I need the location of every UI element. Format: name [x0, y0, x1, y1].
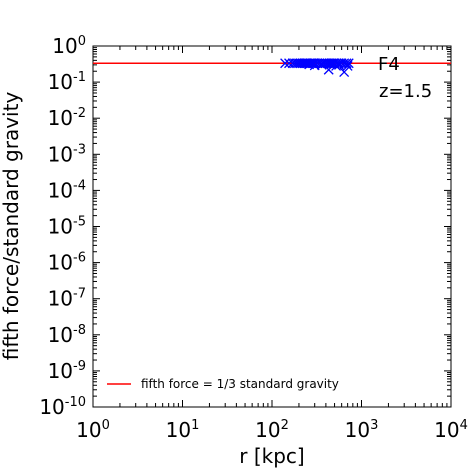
- data-point: [334, 59, 344, 70]
- y-tick-label: 10-6: [48, 251, 86, 275]
- data-point: [339, 67, 350, 77]
- y-tick-label: 10-1: [48, 70, 86, 94]
- y-tick-label: 10-7: [48, 287, 86, 311]
- plot-area: [92, 45, 452, 408]
- data-point: [342, 60, 353, 71]
- data-point: [280, 58, 291, 69]
- data-point: [341, 58, 352, 69]
- x-tick-label: 101: [166, 418, 200, 442]
- data-point: [304, 59, 315, 70]
- y-tick-label: 10-5: [48, 215, 86, 239]
- data-point: [343, 58, 354, 69]
- y-tick-label: 10-9: [48, 359, 86, 383]
- x-tick-label: 103: [345, 418, 379, 442]
- legend: fifth force = 1/3 standard gravity: [107, 377, 339, 391]
- y-tick-label: 10-4: [48, 178, 86, 202]
- data-point: [331, 60, 342, 71]
- data-point: [316, 59, 327, 70]
- data-point: [336, 58, 347, 69]
- annotation-model: F4: [378, 54, 400, 75]
- x-tick-label: 102: [255, 418, 289, 442]
- y-axis-label: fifth force/standard gravity: [0, 92, 23, 361]
- legend-entry-label: fifth force = 1/3 standard gravity: [141, 377, 339, 391]
- annotation-redshift: z=1.5: [379, 81, 432, 102]
- y-tick-label: 10-2: [48, 106, 86, 130]
- x-tick-label: 104: [434, 418, 468, 442]
- y-tick-label: 10-3: [48, 142, 86, 166]
- x-tick-label: 100: [76, 418, 110, 442]
- data-point: [323, 64, 334, 75]
- y-tick-label: 100: [52, 34, 86, 58]
- y-tick-label: 10-10: [39, 395, 86, 419]
- y-tick-label: 10-8: [48, 323, 86, 347]
- x-axis-label: r [kpc]: [239, 444, 304, 468]
